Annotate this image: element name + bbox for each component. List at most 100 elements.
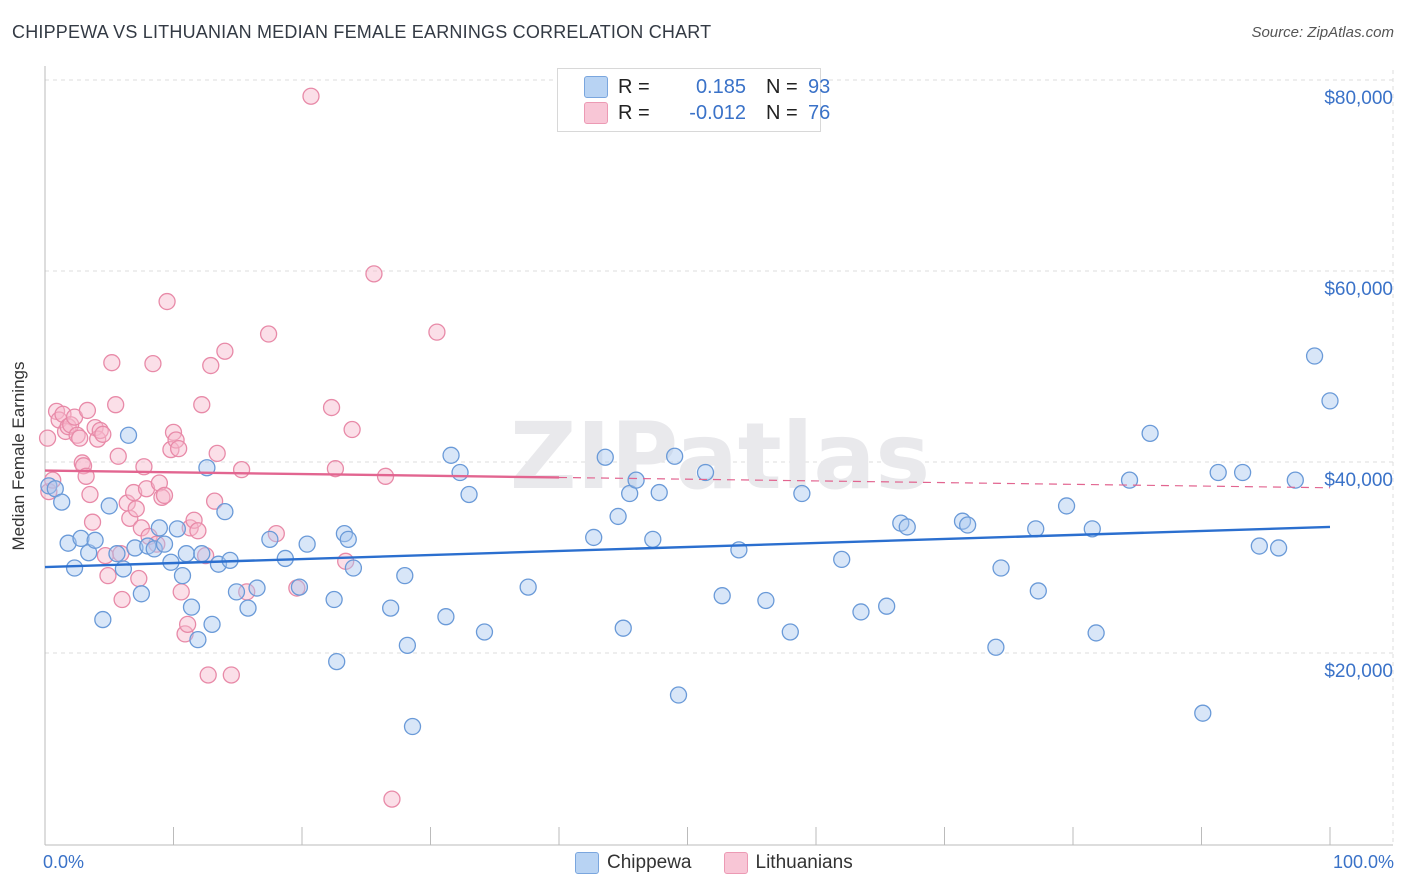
lithuanians-point	[103, 354, 121, 372]
lithuanians-point	[322, 398, 341, 417]
lithuanians-point	[259, 325, 278, 343]
chippewa-point	[519, 578, 537, 596]
lithuanians-point	[158, 292, 176, 311]
lithuanians-point	[83, 513, 102, 531]
lithuanians-points	[38, 87, 446, 808]
chippewa-point	[609, 507, 627, 526]
chippewa-point	[898, 518, 916, 536]
chippewa-point	[189, 630, 207, 649]
lithuanians-point	[205, 492, 224, 510]
lithuanians-point	[343, 420, 361, 439]
chippewa-point	[781, 623, 799, 641]
legend-row-chippewa: R = 0.185 N = 93	[584, 75, 830, 99]
chippewa-point	[290, 578, 309, 596]
chippewa-point	[396, 566, 414, 585]
chippewa-point	[261, 530, 279, 549]
chippewa-point	[248, 579, 266, 597]
chippewa-point	[1209, 463, 1227, 482]
chippewa-point	[757, 591, 775, 610]
chippewa-point	[1029, 582, 1047, 600]
chippewa-point	[382, 599, 400, 617]
chippewa-point	[53, 493, 71, 511]
lithuanians-point	[189, 522, 207, 540]
lithuanians-point	[59, 418, 77, 436]
trend-lines	[44, 469, 1331, 569]
series-legend: Chippewa Lithuanians	[575, 852, 885, 874]
chippewa-point	[713, 587, 731, 605]
y-axis-label: Median Female Earnings	[9, 361, 28, 551]
axes	[44, 66, 1393, 846]
n-value: 93	[808, 75, 831, 98]
chippewa-point	[987, 638, 1005, 656]
r-value: 0.185	[695, 75, 746, 98]
chippewa-point	[475, 623, 494, 641]
legend-label-lithuanians: Lithuanians	[755, 852, 853, 873]
chippewa-point	[119, 426, 138, 444]
chippewa-point	[1269, 539, 1288, 557]
y-tick-labels: $20,000 $40,000 $60,000 $80,000	[1324, 88, 1393, 682]
chippewa-point	[596, 448, 614, 466]
lithuanians-point	[107, 396, 125, 414]
chippewa-point	[182, 598, 201, 616]
lithuanians-point	[193, 396, 211, 414]
chippewa-point	[328, 652, 346, 671]
lithuanians-point	[185, 511, 203, 529]
chippewa-point	[451, 463, 469, 482]
chippewa-point	[1321, 392, 1339, 410]
chippewa-point	[666, 447, 684, 465]
chippewa-swatch	[575, 852, 599, 874]
chippewa-point	[173, 566, 192, 585]
chippewa-point	[460, 485, 478, 504]
chippewa-point	[100, 497, 118, 515]
chippewa-point	[958, 516, 977, 534]
x-tick-min: 0.0%	[43, 852, 85, 872]
chippewa-point	[94, 610, 112, 629]
lithuanians-point	[365, 265, 383, 283]
chippewa-point	[344, 559, 363, 577]
chippewa-point	[1250, 537, 1268, 555]
chippewa-point	[696, 463, 715, 482]
chippewa-point	[585, 528, 603, 547]
correlation-legend: R = 0.185 N = 93 R = -0.012 N = 76	[557, 68, 830, 132]
r-value: -0.012	[689, 101, 746, 124]
lithuanians-point	[222, 666, 240, 684]
legend-item-lithuanians: Lithuanians	[723, 852, 853, 874]
chippewa-point	[298, 535, 316, 553]
chippewa-point	[627, 471, 645, 489]
chippewa-swatch	[584, 76, 608, 98]
x-tick-max: 100.0%	[1332, 852, 1394, 872]
chippewa-point	[398, 636, 417, 655]
chippewa-point	[1194, 704, 1212, 722]
lithuanians-point	[130, 569, 148, 588]
lithuanians-point	[169, 439, 188, 458]
lithuanians-point	[74, 457, 93, 475]
n-label: N =	[766, 75, 798, 98]
lithuanians-point	[199, 666, 217, 684]
chippewa-point	[1233, 463, 1252, 482]
lithuanians-point	[68, 426, 86, 444]
chippewa-point	[1083, 520, 1101, 538]
chippewa-point	[132, 585, 151, 603]
lithuanians-point	[202, 356, 220, 375]
chippewa-point	[145, 540, 163, 558]
lithuanians-point	[155, 486, 174, 505]
lithuanians-point	[326, 460, 345, 478]
chippewa-point	[126, 539, 144, 557]
lithuanians-point	[99, 566, 117, 585]
chippewa-point	[193, 545, 211, 563]
source-label: Source: ZipAtlas.com	[1251, 24, 1394, 41]
chippewa-point	[203, 615, 221, 633]
lithuanians-point	[383, 790, 401, 808]
chippewa-point	[239, 599, 257, 617]
chippewa-point	[59, 534, 77, 552]
chippewa-point	[1305, 347, 1324, 365]
y-tick-label: $40,000	[1324, 470, 1393, 491]
n-value: 76	[808, 101, 831, 124]
r-label: R =	[618, 75, 650, 98]
chart-title: CHIPPEWA VS LITHUANIAN MEDIAN FEMALE EAR…	[12, 22, 712, 42]
chippewa-point	[442, 446, 460, 464]
lithuanians-point	[38, 429, 57, 447]
chippewa-point	[650, 483, 668, 502]
chippewa-point	[155, 535, 174, 553]
